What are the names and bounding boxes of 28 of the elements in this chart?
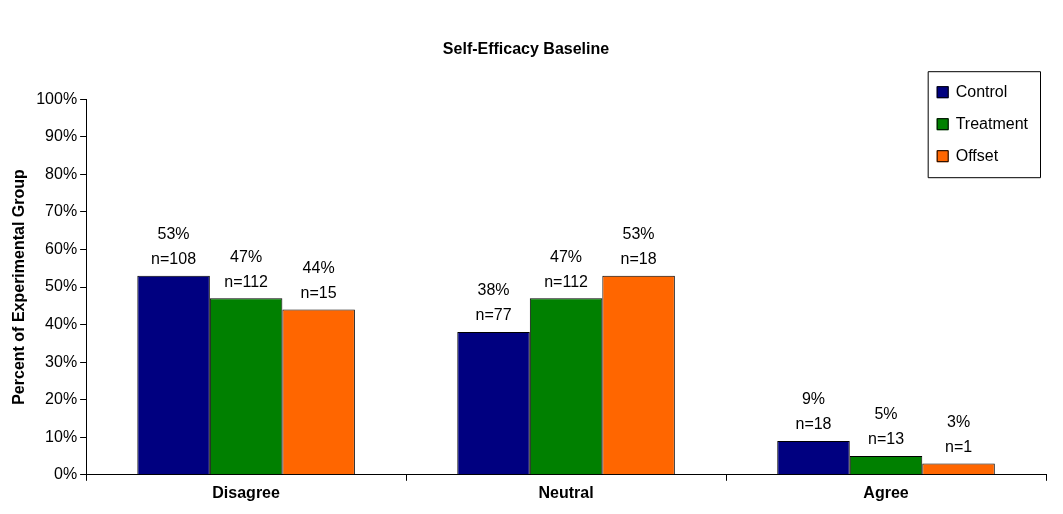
x-tick-label: Disagree	[212, 483, 280, 501]
x-tick-label: Agree	[863, 483, 909, 501]
data-label: 47% n=112	[224, 247, 269, 290]
data-label: 53% n=108	[151, 225, 197, 268]
legend-label: Offset	[955, 146, 999, 164]
y-tick-label: 20%	[45, 390, 78, 408]
y-tick-label: 40%	[45, 314, 78, 332]
data-label: 44% n=15	[300, 258, 337, 301]
y-tick-label: 70%	[45, 202, 78, 220]
y-tick-label: 30%	[45, 352, 78, 370]
legend-label: Control	[955, 82, 1008, 100]
data-label: 47% n=112	[544, 247, 589, 290]
y-tick-label: 60%	[45, 239, 78, 257]
y-axis-title: Percent of Experimental Group	[10, 168, 28, 405]
y-tick-label: 90%	[45, 127, 78, 145]
data-label: 38% n=77	[475, 281, 512, 324]
y-tick-label: 100%	[36, 89, 78, 107]
y-tick-label: 0%	[54, 465, 78, 483]
data-label: 53% n=18	[620, 225, 657, 268]
y-tick-label: 80%	[45, 164, 78, 182]
chart-title: Self-Efficacy Baseline	[442, 40, 610, 58]
data-label: 5% n=13	[868, 405, 905, 448]
legend-label: Treatment	[955, 114, 1029, 132]
y-tick-label: 10%	[45, 427, 78, 445]
x-tick-label: Neutral	[538, 483, 594, 501]
data-label: 9% n=18	[795, 390, 832, 433]
y-tick-label: 50%	[45, 277, 78, 295]
data-label: 3% n=1	[944, 412, 973, 455]
